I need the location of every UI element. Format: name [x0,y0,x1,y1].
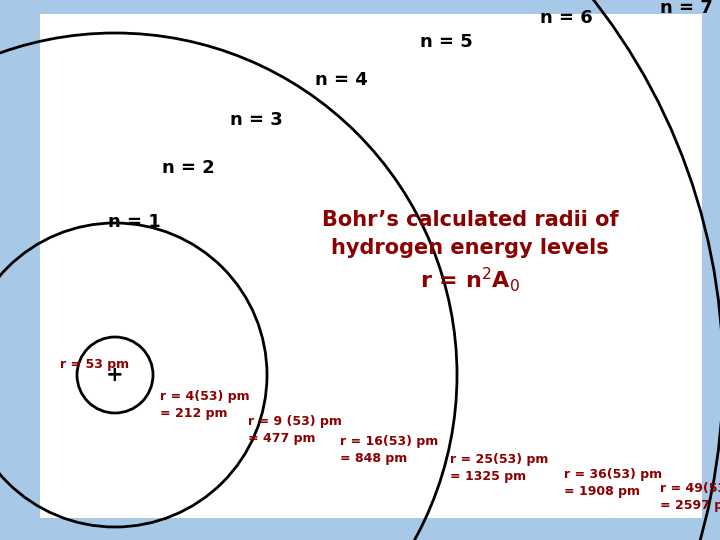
Text: hydrogen energy levels: hydrogen energy levels [331,238,609,258]
Text: r = 9 (53) pm
= 477 pm: r = 9 (53) pm = 477 pm [248,415,342,445]
Text: r = 16(53) pm
= 848 pm: r = 16(53) pm = 848 pm [340,435,438,465]
Text: r = 36(53) pm
= 1908 pm: r = 36(53) pm = 1908 pm [564,468,662,498]
Text: n = 2: n = 2 [162,159,215,177]
Text: n = 7: n = 7 [660,0,713,17]
Text: r = 49(53) pm
= 2597 pm: r = 49(53) pm = 2597 pm [660,482,720,512]
Text: +: + [106,365,124,385]
Text: n = 1: n = 1 [108,213,161,231]
Text: r = 25(53) pm
= 1325 pm: r = 25(53) pm = 1325 pm [450,453,549,483]
Text: r = n$^2$A$_0$: r = n$^2$A$_0$ [420,266,520,294]
Text: n = 5: n = 5 [420,33,473,51]
Text: n = 6: n = 6 [540,9,593,27]
Text: n = 4: n = 4 [315,71,368,89]
Text: Bohr’s calculated radii of: Bohr’s calculated radii of [322,210,618,230]
Text: n = 3: n = 3 [230,111,283,129]
Text: r = 4(53) pm
= 212 pm: r = 4(53) pm = 212 pm [160,390,250,420]
Text: r = 53 pm: r = 53 pm [60,358,129,371]
Circle shape [97,357,133,393]
